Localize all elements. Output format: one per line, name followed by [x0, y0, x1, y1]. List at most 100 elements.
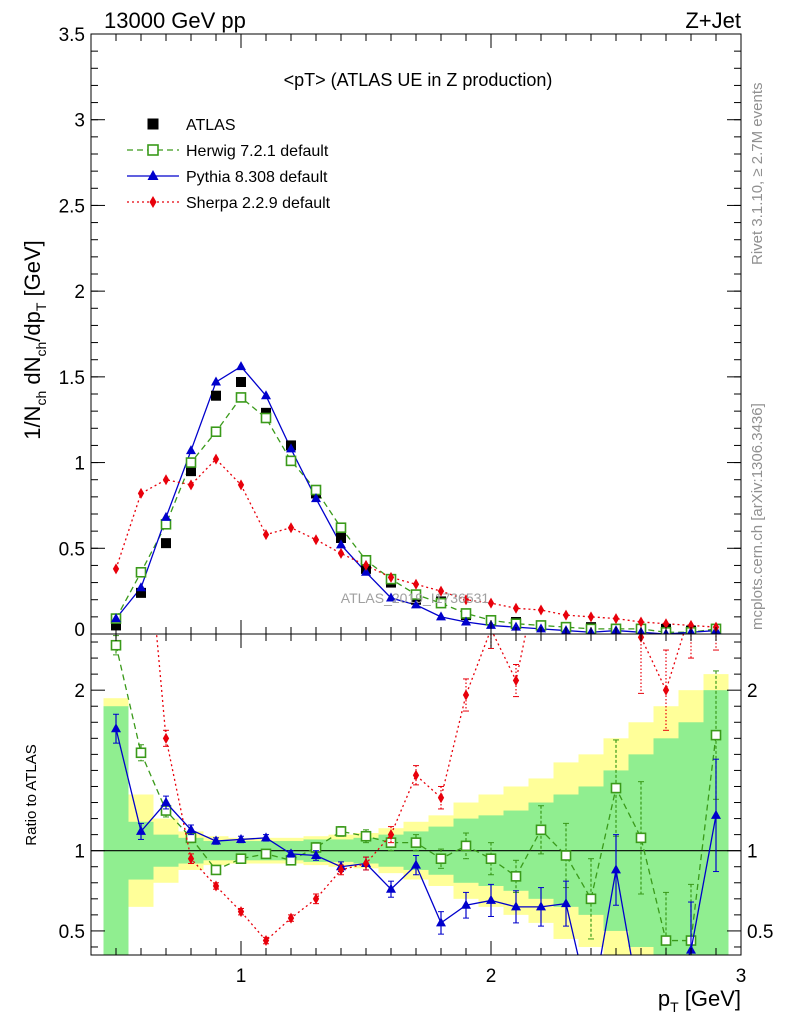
ratio-point: [660, 935, 672, 946]
data-point: [260, 412, 272, 424]
ratio-point: [411, 859, 421, 869]
ratio-point: [461, 899, 471, 909]
data-point: [612, 613, 620, 625]
legend-label: Sherpa 2.2.9 default: [186, 195, 331, 212]
y-tick-label: 2: [74, 282, 85, 303]
x-tick-label: 2: [486, 966, 497, 987]
rivet-label: Rivet 3.1.10, ≥ 2.7M events: [749, 83, 766, 266]
ratio-point: [437, 792, 445, 804]
ratio-point: [613, 543, 619, 554]
data-point: [386, 592, 396, 602]
legend-label: Pythia 8.308 default: [186, 169, 328, 186]
ratio-point: [636, 1006, 646, 1015]
data-point: [211, 376, 221, 386]
ratio-marks: [91, 457, 741, 1015]
data-point: [411, 599, 421, 609]
ratio-point: [561, 898, 571, 908]
ratio-point: [312, 893, 320, 905]
ratio-point: [210, 864, 222, 876]
data-point: [160, 518, 172, 530]
legend-marker: [149, 196, 157, 208]
ratio-point: [611, 864, 621, 874]
ratio-point: [586, 1006, 596, 1015]
ratio-bands: [103, 674, 729, 955]
ratio-point: [186, 824, 196, 834]
main-title: <pT> (ATLAS UE in Z production): [284, 70, 553, 90]
mcplots-label: mcplots.cern.ch [arXiv:1306.3436]: [749, 403, 766, 630]
data-point: [262, 529, 270, 541]
ratio-point: [436, 917, 446, 927]
x-axis-label: pT [GeV]: [658, 986, 741, 1015]
ratio-panel: 0.5 0.5 1 1 2 2 1 2 3 Ratio to ATLAS pT [GeV]: [23, 457, 773, 1015]
ratio-point: [713, 588, 719, 599]
ratio-point: [360, 830, 372, 842]
legend-label: Herwig 7.2.1 default: [186, 143, 329, 160]
ratio-y-tick-label-right: 2: [747, 681, 758, 702]
header-right-label: Z+Jet: [685, 8, 741, 33]
ratio-point: [462, 689, 470, 701]
ratio-point: [460, 840, 472, 852]
data-point: [487, 597, 495, 609]
ratio-point: [287, 912, 295, 924]
ratio-point: [237, 906, 245, 918]
data-point: [410, 589, 422, 600]
data-point: [111, 620, 121, 631]
data-point: [187, 479, 195, 491]
ratio-point: [138, 457, 144, 468]
ratio-y-tick-label: 2: [74, 681, 85, 702]
data-point: [236, 377, 246, 387]
legend-marker: [147, 144, 159, 156]
data-point: [135, 566, 147, 578]
main-axes: 0 0.5 1 1.5 2 2.5 3 3.5: [59, 25, 742, 641]
ratio-y-tick-label-right: 1: [747, 842, 758, 863]
ratio-point: [212, 880, 220, 892]
y-tick-label: 3.5: [59, 25, 85, 46]
ratio-axes: 0.5 0.5 1 1 2 2 1 2 3: [59, 633, 773, 987]
header-left-label: 13000 GeV pp: [104, 8, 246, 33]
ratio-point: [286, 848, 296, 858]
legend-marker: [147, 118, 159, 130]
main-panel: ATLAS_2019_I1736531 <pT> (ATLAS UE in Z …: [20, 25, 742, 641]
y-tick-label: 1: [74, 454, 85, 475]
analysis-watermark: ATLAS_2019_I1736531: [341, 590, 490, 606]
data-point: [162, 474, 170, 486]
data-point: [287, 522, 295, 534]
ratio-point: [510, 871, 522, 882]
data-point: [161, 511, 171, 521]
ratio-point: [512, 675, 520, 687]
data-point: [311, 493, 321, 503]
ratio-point: [111, 723, 121, 733]
data-point: [637, 616, 645, 628]
data-point: [412, 578, 420, 590]
data-point: [662, 618, 670, 630]
ratio-y-tick-label: 0.5: [59, 922, 85, 943]
ratio-point: [262, 935, 270, 947]
main-y-axis-label: 1/Nch dNch/dpT [GeV]: [20, 240, 49, 440]
ratio-point: [538, 555, 544, 566]
data-point: [236, 361, 246, 371]
ratio-point: [235, 853, 247, 865]
data-point: [562, 609, 570, 621]
data-point: [537, 604, 545, 616]
ratio-point: [136, 825, 146, 835]
data-point: [112, 563, 120, 575]
data-point: [137, 487, 145, 499]
data-point: [437, 585, 445, 597]
ratio-point: [662, 684, 670, 696]
data-point: [210, 426, 222, 438]
band-green: [103, 706, 129, 955]
data-point: [111, 613, 121, 623]
ratio-point: [261, 832, 271, 842]
ratio-point: [161, 797, 171, 807]
data-point: [185, 457, 197, 468]
legend: ATLAS Herwig 7.2.1 default Pythia 8.308 de…: [127, 117, 331, 212]
data-point: [512, 602, 520, 614]
data-point: [361, 566, 371, 576]
ratio-point: [386, 883, 396, 893]
data-point: [186, 466, 196, 477]
ratio-point: [585, 893, 597, 905]
data-point: [237, 479, 245, 491]
x-tick-label: 3: [736, 966, 747, 987]
ratio-point: [563, 558, 569, 569]
ratio-point: [610, 782, 622, 794]
